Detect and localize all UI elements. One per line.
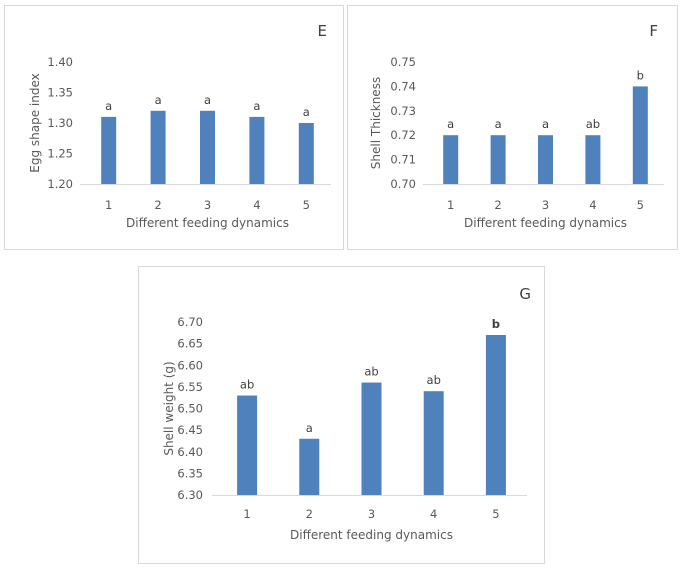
y-tick-label: 0.74 <box>390 79 416 93</box>
bar <box>423 391 444 495</box>
x-tick-label: 1 <box>243 507 250 521</box>
chart-panel-e: E 1.20 1.25 1.30 1.35 1.40 a 1 a 2 a 3 a 4 a 5 Different… <box>4 5 344 250</box>
bar <box>538 135 553 184</box>
x-tick-label: 3 <box>368 507 375 521</box>
data-label: a <box>495 117 502 131</box>
data-label: b <box>492 317 500 331</box>
chart-e: E 1.20 1.25 1.30 1.35 1.40 a 1 a 2 a 3 a 4 a 5 Different… <box>28 22 331 230</box>
data-label: a <box>447 117 454 131</box>
bar <box>443 135 459 184</box>
y-tick-label: 6.60 <box>177 358 203 372</box>
data-label: ab <box>427 373 441 387</box>
x-tick-label: 3 <box>204 198 211 212</box>
y-axis-title: Egg shape index <box>28 73 42 173</box>
chart-panel-g: G 6.30 6.35 6.40 6.45 6.50 6.55 6.60 6.65 6.70 ab 1… <box>138 266 545 564</box>
data-label: b <box>637 68 644 82</box>
x-axis-title: Different feeding dynamics <box>464 216 627 230</box>
y-tick-label: 6.65 <box>177 337 203 351</box>
y-tick-label: 0.73 <box>390 104 416 118</box>
data-label: a <box>155 93 162 107</box>
x-tick-label: 5 <box>303 198 310 212</box>
y-tick-label: 6.45 <box>177 423 203 437</box>
y-tick-label: 1.25 <box>47 147 73 161</box>
bar <box>298 123 314 184</box>
y-tick-label: 6.55 <box>177 380 203 394</box>
data-label: ab <box>364 365 378 379</box>
x-tick-label: 1 <box>447 198 454 212</box>
data-label: a <box>105 99 112 113</box>
x-tick-label: 4 <box>253 198 260 212</box>
y-tick-label: 6.50 <box>177 402 203 416</box>
y-axis-title: Shell Thickness <box>369 77 383 169</box>
data-label: a <box>303 105 310 119</box>
bar <box>632 86 648 184</box>
x-tick-label: 3 <box>542 198 549 212</box>
bar <box>299 438 320 495</box>
bar <box>361 382 382 495</box>
x-tick-label: 1 <box>105 198 112 212</box>
x-tick-label: 5 <box>492 507 499 521</box>
y-tick-label: 1.30 <box>47 116 73 130</box>
data-label: a <box>542 117 549 131</box>
x-tick-label: 4 <box>430 507 437 521</box>
y-tick-label: 1.35 <box>47 86 73 100</box>
bar <box>585 135 601 184</box>
y-tick-label: 1.40 <box>47 55 73 69</box>
data-label: a <box>306 421 313 435</box>
x-tick-label: 2 <box>494 198 501 212</box>
panel-letter-e: E <box>318 22 327 40</box>
bar <box>101 116 117 184</box>
bar <box>150 110 166 184</box>
chart-panel-f: F 0.70 0.71 0.72 0.73 0.74 0.75 a 1 a 2 a 3 ab 4 b 5 Diff… <box>347 5 678 250</box>
y-tick-label: 1.20 <box>47 177 73 191</box>
panel-letter-f: F <box>649 22 658 40</box>
x-axis-title: Different feeding dynamics <box>126 216 289 230</box>
x-axis-title: Different feeding dynamics <box>290 528 453 542</box>
x-tick-label: 2 <box>154 198 161 212</box>
y-axis-title: Shell weight (g) <box>162 361 176 455</box>
y-tick-label: 6.70 <box>177 315 203 329</box>
y-tick-label: 6.40 <box>177 445 203 459</box>
bar <box>249 116 265 184</box>
panel-letter-g: G <box>519 285 531 303</box>
y-tick-label: 0.75 <box>390 55 416 69</box>
bar <box>490 135 506 184</box>
data-label: a <box>253 99 260 113</box>
data-label: ab <box>586 117 600 131</box>
x-tick-label: 4 <box>589 198 596 212</box>
x-tick-label: 5 <box>637 198 644 212</box>
bar <box>237 395 258 495</box>
bar <box>200 110 215 184</box>
chart-f: F 0.70 0.71 0.72 0.73 0.74 0.75 a 1 a 2 a 3 ab 4 b 5 Diff… <box>369 22 664 230</box>
y-tick-label: 0.71 <box>390 153 416 167</box>
y-tick-label: 6.30 <box>177 488 203 502</box>
chart-g: G6.306.356.406.456.506.556.606.656.70ab1… <box>162 285 531 542</box>
y-tick-label: 6.35 <box>177 466 203 480</box>
data-label: a <box>204 93 211 107</box>
y-tick-label: 0.72 <box>390 128 416 142</box>
bar <box>485 334 506 495</box>
y-tick-label: 0.70 <box>390 177 416 191</box>
data-label: ab <box>240 378 254 392</box>
x-tick-label: 2 <box>306 507 313 521</box>
